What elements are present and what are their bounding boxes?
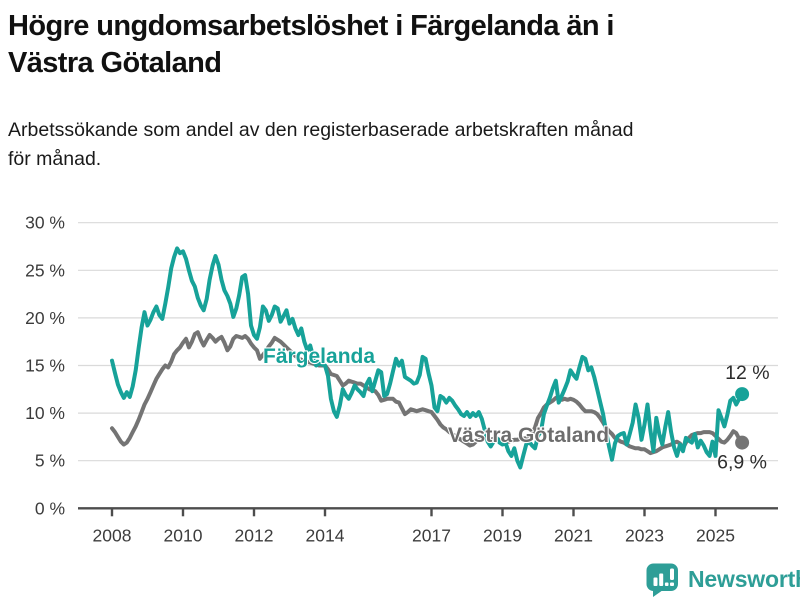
page-subtitle-line-2: för månad. (8, 148, 102, 170)
y-tick-label-20: 20 % (25, 308, 65, 328)
page-title-line-1: Högre ungdomsarbetslöshet i Färgelanda ä… (8, 10, 614, 42)
page-title: Högre ungdomsarbetslöshet i Färgelanda ä… (8, 8, 792, 82)
x-tick-label-2012: 2012 (235, 526, 274, 546)
y-tick-label-25: 25 % (25, 260, 65, 280)
y-tick-label-10: 10 % (25, 403, 65, 423)
newsworthy-logo-icon (646, 563, 678, 597)
x-tick-label-2010: 2010 (164, 526, 203, 546)
y-tick-label-5: 5 % (35, 451, 65, 471)
x-tick-label-2021: 2021 (554, 526, 593, 546)
x-tick-label-2019: 2019 (483, 526, 522, 546)
page-title-line-2: Västra Götaland (8, 47, 222, 79)
x-tick-label-2014: 2014 (306, 526, 345, 546)
end-value-label-fargelanda: 12 % (725, 362, 769, 384)
page-subtitle: Arbetssökande som andel av den registerb… (8, 116, 792, 174)
y-tick-label-15: 15 % (25, 356, 65, 376)
newsworthy-logo-text: Newsworthy (688, 566, 800, 592)
series-line-vastra-gotaland (110, 330, 745, 456)
series-end-dot-vastra-gotaland (735, 435, 750, 450)
y-tick-label-30: 30 % (25, 213, 65, 233)
unemployment-line-chart: 0 % 5 % 10 % 15 % 20 % 25 % 30 % 2008 2010 2012 20… (25, 213, 778, 546)
series-label-vastra-gotaland: Västra Götaland (448, 424, 609, 447)
y-tick-label-0: 0 % (35, 498, 65, 518)
newsworthy-logo: Newsworthy (645, 561, 800, 598)
x-tick-label-2008: 2008 (93, 526, 132, 546)
series-line-fargelanda (110, 246, 745, 470)
x-tick-label-2017: 2017 (412, 526, 451, 546)
x-tick-label-2023: 2023 (625, 526, 664, 546)
x-tick-label-2025: 2025 (696, 526, 735, 546)
page-subtitle-line-1: Arbetssökande som andel av den registerb… (8, 119, 634, 141)
series-end-dot-fargelanda (735, 387, 750, 402)
series-label-fargelanda: Färgelanda (263, 345, 375, 368)
end-value-label-vastra-gotaland: 6,9 % (717, 452, 767, 474)
